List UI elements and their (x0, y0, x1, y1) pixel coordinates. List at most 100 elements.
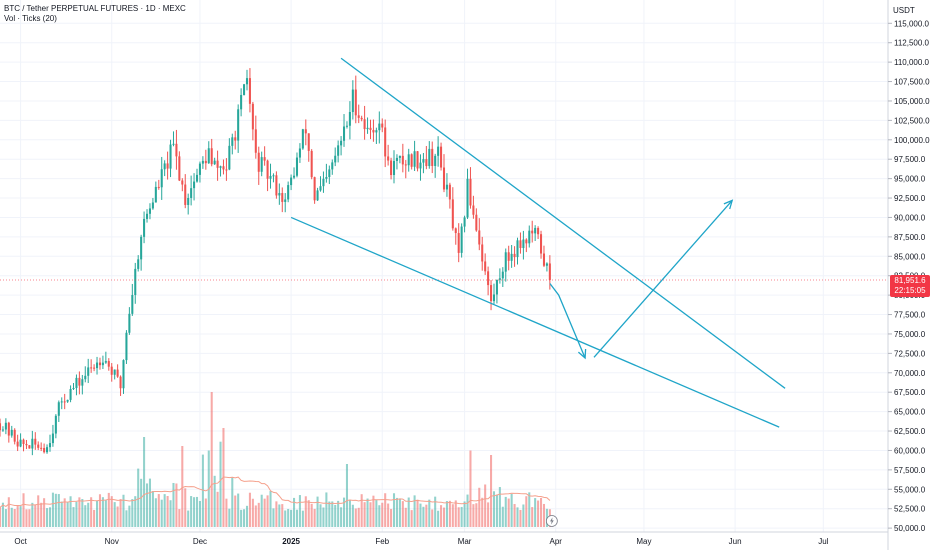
volume-bar (166, 496, 169, 527)
volume-bar (437, 510, 440, 527)
candle-body (392, 160, 396, 176)
volume-bar (178, 509, 181, 527)
volume-bar (372, 495, 375, 527)
candle-body (328, 169, 331, 177)
symbol-title[interactable]: BTC / Tether PERPETUAL FUTURES · 1D · ME… (4, 4, 186, 13)
volume-bar (504, 496, 507, 527)
time-tick-label: Apr (550, 537, 563, 546)
candle-body (466, 178, 469, 218)
candle-body (107, 361, 110, 367)
candle-body (451, 199, 454, 229)
candle-body (416, 151, 419, 169)
candle-body (143, 218, 146, 237)
candle-body (51, 433, 54, 444)
candle-body (340, 140, 343, 146)
candle-body (325, 176, 328, 179)
volume-bar (225, 498, 228, 527)
time-tick-label: Jul (818, 537, 828, 546)
volume-bar (269, 491, 272, 527)
price-tick-label: 115,000.0 (894, 19, 930, 28)
candle-body (545, 263, 548, 266)
candle-body (360, 117, 363, 120)
candle-body (54, 415, 57, 434)
lightning-icon[interactable] (545, 515, 558, 527)
candle-body (366, 127, 369, 130)
candle-body (472, 205, 475, 215)
drawings[interactable] (290, 57, 786, 428)
candle-body (69, 389, 72, 400)
candle-body (110, 366, 113, 375)
volume-bar (51, 492, 54, 527)
candle-body (260, 157, 263, 172)
volume-bar (513, 504, 516, 527)
candle-body (278, 193, 281, 196)
volume-bar (351, 504, 354, 527)
candle-body (34, 438, 37, 445)
candle-body (169, 144, 172, 169)
candle-body (395, 157, 398, 161)
volume-bar (25, 509, 28, 527)
volume-bar (213, 475, 216, 527)
volume-bar (134, 496, 137, 527)
candle-body (540, 234, 543, 254)
volume-bar (484, 484, 487, 527)
volume-bar (254, 505, 257, 527)
volume-bar (422, 506, 425, 527)
candle-body (501, 271, 504, 279)
volume-bar (75, 501, 78, 527)
volume-bar (251, 498, 254, 527)
volume-bar (125, 510, 128, 527)
price-tick-label: 112,500.0 (894, 39, 930, 48)
time-tick-label: May (636, 537, 651, 546)
volume-bar (46, 508, 49, 527)
price-tick-label: 55,000.0 (894, 485, 926, 494)
volume-bar (334, 504, 337, 527)
volume-bar (398, 498, 401, 527)
volume-bar (340, 507, 343, 527)
volume-indicator-label[interactable]: Vol · Ticks (20) (4, 14, 57, 23)
candle-body (481, 244, 484, 262)
volume-bar (28, 509, 31, 527)
candle-body (96, 362, 99, 369)
candle-body (372, 129, 375, 133)
volume-bar (175, 483, 178, 527)
candle-body (81, 379, 84, 386)
volume-bar (19, 506, 22, 527)
volume-bar (490, 455, 493, 527)
candle-body (175, 143, 178, 157)
price-tick-label: 92,500.0 (894, 194, 926, 203)
volume-bar (525, 496, 528, 527)
volume-ma (0, 476, 551, 508)
candle-body (463, 217, 466, 227)
candle-body (342, 126, 346, 141)
volume-bar (195, 496, 199, 527)
volume-bar (34, 504, 37, 527)
candle-body (240, 94, 243, 110)
volume-bars (0, 392, 551, 527)
volume-bar (498, 487, 501, 527)
candle-body (495, 279, 498, 295)
volume-bar (407, 497, 410, 527)
candle-body (148, 208, 151, 214)
volume-bar (295, 509, 299, 527)
volume-bar (392, 493, 396, 527)
candle-body (304, 129, 307, 134)
candle-body (213, 160, 216, 165)
candle-body (90, 367, 93, 369)
candle-body (154, 186, 157, 203)
currency-label[interactable]: USDT (893, 6, 915, 15)
volume-bar (281, 504, 284, 527)
volume-bar (531, 507, 534, 527)
volume-bar (110, 496, 113, 527)
countdown-timer: 22:15:05 (894, 285, 926, 295)
volume-bar (360, 494, 363, 527)
candle-body (10, 429, 13, 436)
volume-bar (369, 502, 372, 527)
volume-bar (287, 508, 290, 527)
candle-body (84, 375, 87, 380)
volume-bar (145, 483, 149, 527)
volume-bar (298, 495, 301, 527)
volume-bar (469, 450, 472, 527)
